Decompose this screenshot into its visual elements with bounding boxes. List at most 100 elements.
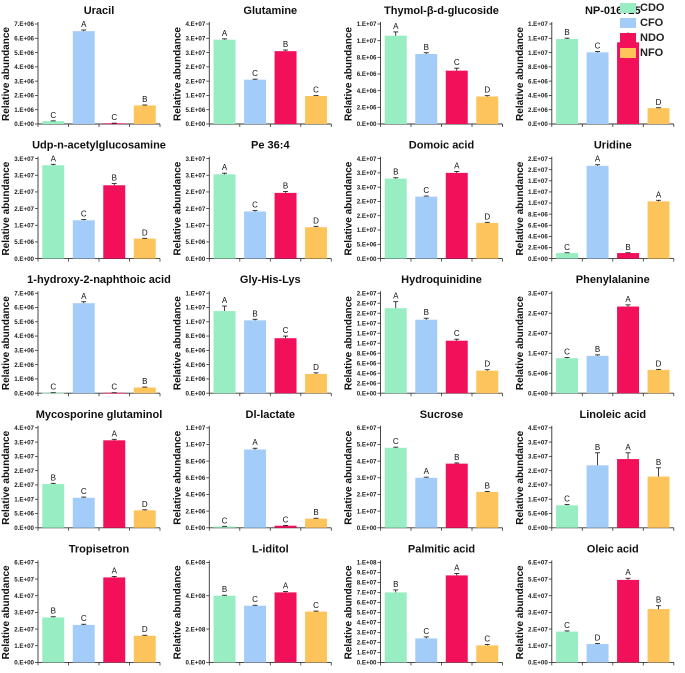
panel-19-letter-ndo: A (454, 563, 460, 572)
panel-7-ylabel: Relative abundance (344, 161, 355, 255)
panel-16-bar-ndo (617, 459, 640, 528)
panel-7-bar-cfo (415, 196, 438, 259)
panel-17-ytick-label: 4.E+07 (14, 593, 34, 600)
panel-8-ytick-label: 0.E+00 (528, 256, 548, 263)
panel-15-letter-nfo: B (485, 481, 490, 490)
panel-8-ytick-label: 4.E+06 (528, 234, 548, 241)
legend-swatch-ndo (620, 33, 636, 43)
panel-14-bar-cdo (213, 526, 236, 528)
panel-17-bar-cfo (72, 624, 95, 663)
panel-16-ytick-label: 2.E+07 (528, 482, 548, 489)
panel-11-bar-nfo (476, 370, 499, 394)
panel-11-ytick-label: 1.E+07 (357, 330, 377, 337)
panel-10-ytick-label: 1.E+07 (186, 319, 206, 326)
panel-5-letter-nfo: D (142, 228, 148, 237)
panel-11-bar-cdo (384, 308, 407, 394)
panel-18-bar-cfo (244, 605, 267, 663)
panel-14-ytick-label: 8.E+06 (186, 458, 206, 465)
panel-12-ytick-label: 2.E+07 (528, 310, 548, 317)
panel-18-ytick-label: 0.E+00 (186, 660, 206, 667)
panel-3-bar-ndo (445, 70, 468, 124)
panel-19-ytick-label: 9.E+07 (357, 570, 377, 577)
panel-15-bar-nfo (476, 491, 499, 528)
panel-18-ytick-label: 2.E+08 (186, 626, 206, 633)
panel-9-ytick-label: 4.E+06 (14, 333, 34, 340)
panel-9-ytick-label: 7.E+06 (14, 290, 34, 297)
panel-14-ylabel: Relative abundance (172, 430, 183, 524)
panel-14-ytick-label: 4.E+06 (186, 492, 206, 499)
legend-item-ndo: NDO (620, 31, 684, 45)
panel-1-letter-cdo: C (50, 111, 56, 120)
panel-15-ytick-label: 2.E+07 (357, 492, 377, 499)
panel-2-ytick-label: 3.E+07 (186, 50, 206, 57)
panel-6-bar-cfo (244, 211, 267, 259)
panel-7-letter-cdo: B (393, 168, 398, 177)
panel-6-title: Pe 36:4 (251, 140, 290, 152)
legend-item-cdo: CDO (620, 1, 684, 15)
panel-13-ytick-label: 2.E+07 (14, 468, 34, 475)
panel-3-letter-ndo: C (454, 58, 460, 67)
panel-8-letter-nfo: A (656, 190, 662, 199)
panel-2-title: Glutamine (243, 5, 297, 17)
panel-6-ytick-label: 3.E+07 (186, 156, 206, 163)
panel-8-title: Uridine (594, 140, 632, 152)
panel-3-ytick-label: 1.E+07 (357, 21, 377, 28)
panel-6-ylabel: Relative abundance (172, 161, 183, 255)
panel-17-ytick-label: 0.E+00 (14, 660, 34, 667)
panel-16-ytick-label: 3.E+07 (528, 454, 548, 461)
panel-11-letter-nfo: D (484, 360, 490, 369)
panel-10-title: Gly-His-Lys (240, 274, 301, 286)
panel-3-ylabel: Relative abundance (344, 27, 355, 121)
panel-6-letter-nfo: D (313, 216, 319, 225)
panel-16-ytick-label: 1.E+07 (528, 496, 548, 503)
panel-18-bar-cdo (213, 595, 236, 663)
panel-10-letter-cdo: A (222, 296, 228, 305)
panel-12-ytick-label: 5.E+06 (528, 370, 548, 377)
panel-3-ytick-label: 2.E+06 (357, 105, 377, 112)
panel-20-letter-nfo: B (656, 596, 661, 605)
panel-4-ytick-label: 8.E+06 (528, 64, 548, 71)
panel-5-bar-cfo (72, 220, 95, 259)
panel-7-ytick-label: 3.E+07 (357, 184, 377, 191)
panel-17-ytick-label: 3.E+07 (14, 610, 34, 617)
panel-19-ytick-label: 5.E+07 (357, 610, 377, 617)
panel-1-ytick-label: 1.E+06 (14, 107, 34, 114)
panel-10-ytick-label: 6.E+06 (186, 348, 206, 355)
panel-7-ytick-label: 5.E+06 (357, 242, 377, 249)
panel-16-ytick-label: 0.E+00 (528, 525, 548, 532)
panel-2-bar-ndo (274, 51, 297, 125)
legend-label-ndo: NDO (640, 32, 665, 44)
panel-6-ytick-label: 0.E+00 (186, 256, 206, 263)
panel-1-letter-nfo: B (142, 95, 147, 104)
panel-1-letter-ndo: C (111, 113, 117, 122)
panel-5-bar-nfo (133, 238, 156, 259)
panel-20-ytick-label: 6.E+07 (528, 560, 548, 567)
panel-9-bar-cfo (72, 303, 95, 394)
panel-9-ytick-label: 3.E+06 (14, 348, 34, 355)
panel-20-ytick-label: 2.E+07 (528, 626, 548, 633)
panel-2-letter-cfo: C (252, 69, 258, 78)
panel-9-ytick-label: 1.E+06 (14, 376, 34, 383)
panel-3-bar-cfo (415, 54, 438, 124)
panel-19-ytick-label: 7.E+07 (357, 590, 377, 597)
panel-4-ytick-label: 6.E+06 (528, 78, 548, 85)
panel-15-ytick-label: 0.E+00 (357, 525, 377, 532)
panel-3-ytick-label: 8.E+06 (357, 55, 377, 62)
panel-17-bar-nfo (133, 635, 156, 663)
panel-14-ytick-label: 2.E+06 (186, 508, 206, 515)
panel-2-ytick-label: 4.E+07 (186, 21, 206, 28)
panel-5-ytick-label: 2.E+07 (14, 189, 34, 196)
panel-15-ytick-label: 5.E+07 (357, 442, 377, 449)
panel-13-ytick-label: 1.E+07 (14, 496, 34, 503)
panel-20-ytick-label: 0.E+00 (528, 660, 548, 667)
panel-13-ytick-label: 4.E+07 (14, 425, 34, 432)
panel-6-letter-cdo: A (222, 163, 228, 172)
panel-4-ytick-label: 1.E+07 (528, 21, 548, 28)
panel-12-ytick-label: 1.E+07 (528, 350, 548, 357)
panel-16-bar-cdo (556, 505, 579, 528)
panel-3-letter-nfo: D (484, 86, 490, 95)
panel-2-letter-cdo: A (222, 29, 228, 38)
